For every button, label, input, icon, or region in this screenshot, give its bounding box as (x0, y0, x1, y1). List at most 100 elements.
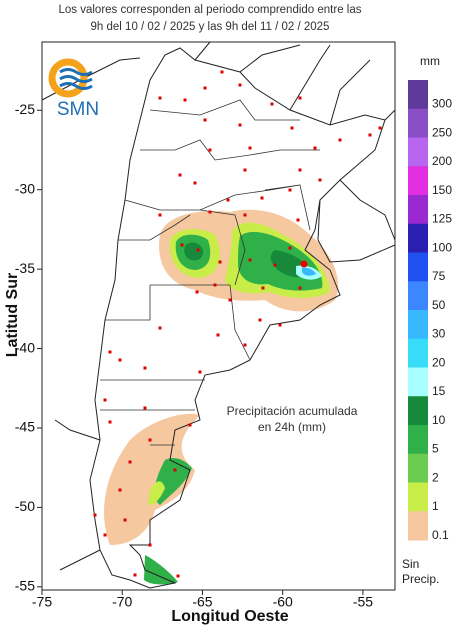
colorbar-label: 250 (432, 125, 452, 139)
station (103, 533, 107, 537)
colorbar-band (408, 195, 428, 225)
x-tick-label: -75 (32, 594, 52, 610)
colorbar-label: 20 (432, 355, 446, 369)
x-tick-label: -55 (353, 594, 373, 610)
logo-waves (59, 68, 93, 90)
station (108, 350, 112, 354)
station (218, 260, 222, 264)
precip-area (104, 413, 200, 545)
y-tick-label: -25 (15, 101, 35, 117)
colorbar-label: 125 (432, 212, 452, 226)
map-frame (41, 41, 396, 591)
station (258, 318, 262, 322)
station (143, 406, 147, 410)
y-tick-label: -35 (15, 260, 35, 276)
colorbar-band (408, 396, 428, 426)
station (228, 298, 232, 302)
colorbar-band (408, 223, 428, 253)
station-layer (93, 70, 382, 578)
colorbar-label: 15 (432, 384, 446, 398)
title-line: 9h del 10 / 02 / 2025 y las 9h del 11 / … (91, 21, 330, 33)
station (178, 173, 182, 177)
station (158, 326, 162, 330)
station (220, 70, 224, 74)
y-tick-label: -50 (15, 498, 35, 514)
province-border (100, 99, 320, 446)
colorbar-band (408, 80, 428, 110)
colorbar-label: 2 (432, 470, 439, 484)
station (298, 168, 302, 172)
station (143, 366, 147, 370)
station (180, 243, 184, 247)
station (158, 96, 162, 100)
station (238, 83, 242, 87)
station (288, 246, 292, 250)
colorbar-band (408, 108, 428, 138)
colorbar-band (408, 166, 428, 196)
station (195, 290, 199, 294)
annotation: en 24h (mm) (258, 420, 326, 434)
y-tick-label: -30 (15, 180, 35, 196)
colorbar-label: 30 (432, 327, 446, 341)
colorbar-band (408, 482, 428, 512)
station (290, 126, 294, 130)
station (123, 518, 127, 522)
y-tick-label: -45 (15, 419, 35, 435)
colorbar-label: 100 (432, 240, 452, 254)
station (158, 213, 162, 217)
y-axis-label: Latitud Sur (4, 273, 21, 357)
station (238, 123, 242, 127)
colorbar-label: 75 (432, 269, 446, 283)
station (313, 146, 317, 150)
station (118, 358, 122, 362)
station (93, 513, 97, 517)
colorbar-label: 200 (432, 154, 452, 168)
station (288, 188, 292, 192)
station (188, 423, 192, 427)
colorbar-band (408, 310, 428, 340)
map-area (41, 41, 396, 591)
station (133, 573, 137, 577)
station (261, 286, 265, 290)
station (378, 126, 382, 130)
station (248, 258, 252, 262)
station (298, 96, 302, 100)
station (273, 263, 277, 267)
precip-area (154, 457, 192, 505)
colorbar-band (408, 425, 428, 455)
station (203, 118, 207, 122)
colorbar-band (408, 338, 428, 368)
colorbar-band (408, 137, 428, 167)
station (243, 213, 247, 217)
station (193, 181, 197, 185)
logo-ring (48, 58, 88, 98)
precip-area (144, 555, 178, 585)
station (270, 102, 274, 106)
station (213, 283, 217, 287)
y-tick-label: -40 (15, 339, 35, 355)
station (296, 218, 300, 222)
station (203, 86, 207, 90)
country-border (89, 47, 386, 589)
colorbar-unit: mm (420, 54, 440, 68)
station (226, 198, 230, 202)
station (368, 133, 372, 137)
title-line: Los valores corresponden al periodo comp… (58, 4, 361, 16)
station (148, 543, 152, 547)
station (243, 168, 247, 172)
station (260, 196, 264, 200)
station (298, 286, 302, 290)
station (196, 248, 200, 252)
annotation: Precipitación acumulada (227, 404, 358, 418)
x-tick-label: -60 (273, 594, 293, 610)
logo-text: SMN (57, 99, 99, 120)
x-axis-label: Longitud Oeste (171, 608, 288, 625)
station (278, 323, 282, 327)
station (208, 210, 212, 214)
x-tick-label: -65 (192, 594, 212, 610)
logo: SMN (48, 58, 99, 120)
station (243, 343, 247, 347)
x-tick-label: -70 (112, 594, 132, 610)
colorbar-band (408, 453, 428, 483)
colorbar-label: 0.1 (432, 528, 449, 542)
